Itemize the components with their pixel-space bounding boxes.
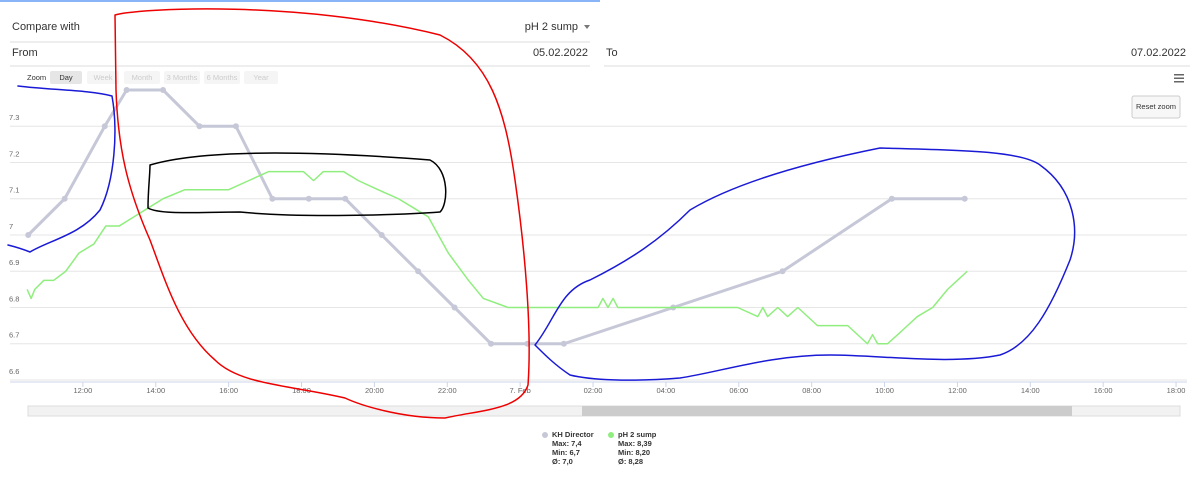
x-tick-label: 16:00 xyxy=(1094,386,1113,395)
x-tick-label: 12:00 xyxy=(948,386,967,395)
x-tick-label: 14:00 xyxy=(1021,386,1040,395)
point xyxy=(269,195,276,202)
zoom-button-label[interactable]: 3 Months xyxy=(167,73,198,82)
point xyxy=(196,123,203,130)
point xyxy=(888,195,895,202)
reset-zoom-label[interactable]: Reset zoom xyxy=(1136,102,1176,111)
compare-label: Compare with xyxy=(12,21,80,33)
top-bar xyxy=(0,0,600,2)
series-line xyxy=(26,170,968,345)
series-line xyxy=(27,88,965,346)
zoom-button[interactable] xyxy=(87,71,119,84)
x-tick-label: 06:00 xyxy=(729,386,748,395)
zoom-button-label[interactable]: Week xyxy=(93,73,112,82)
legend-stat: Ø: 7,0 xyxy=(552,457,573,466)
legend-stat: Max: 7,4 xyxy=(552,439,582,448)
zoom-button[interactable] xyxy=(124,71,160,84)
x-tick-label: 04:00 xyxy=(657,386,676,395)
x-tick-label: 08:00 xyxy=(802,386,821,395)
zoom-button[interactable] xyxy=(50,71,82,84)
zoom-buttons: Day Week Month 3 Months 6 Months Year xyxy=(50,71,278,84)
point xyxy=(560,340,567,347)
annotations xyxy=(7,8,1076,419)
from-date[interactable]: 05.02.2022 xyxy=(533,47,588,59)
red-annotation xyxy=(114,8,530,419)
legend-stat: Min: 6,7 xyxy=(552,448,580,457)
x-tick-label: 14:00 xyxy=(146,386,165,395)
point xyxy=(342,195,349,202)
y-tick-label: 7 xyxy=(9,222,13,231)
legend-symbol[interactable] xyxy=(608,432,614,438)
x-tick-label: 18:00 xyxy=(1167,386,1186,395)
x-tick-label: 12:00 xyxy=(73,386,92,395)
zoom-button-label[interactable]: Day xyxy=(59,73,73,82)
y-tick-label: 6.7 xyxy=(9,331,19,340)
point xyxy=(101,123,108,130)
dropdown-arrow[interactable] xyxy=(584,25,590,29)
point xyxy=(25,232,32,238)
legend-label[interactable]: KH Director xyxy=(552,430,594,439)
legend-symbol[interactable] xyxy=(542,432,548,438)
zoom-button[interactable] xyxy=(244,71,278,84)
point xyxy=(961,195,968,202)
zoom-button-label[interactable]: Month xyxy=(132,73,153,82)
point xyxy=(488,340,495,347)
zoom-label: Zoom xyxy=(27,73,46,82)
blue-annotation xyxy=(534,147,1076,381)
zoom-button-label[interactable]: 6 Months xyxy=(207,73,238,82)
legend-stat: Ø: 8,28 xyxy=(618,457,643,466)
legend-stat: Max: 8,39 xyxy=(618,439,652,448)
x-tick-label: 10:00 xyxy=(875,386,894,395)
point xyxy=(779,268,786,275)
menu-line[interactable] xyxy=(1174,81,1184,83)
y-tick-label: 6.9 xyxy=(9,258,19,267)
plot: 6.6 6.7 6.8 6.9 7 7.1 7.2 7.3 12:00 14:00 16:00 18:… xyxy=(9,87,1187,395)
y-tick-label: 7.1 xyxy=(9,186,19,195)
menu-line[interactable] xyxy=(1174,77,1184,80)
point xyxy=(61,195,68,202)
point xyxy=(378,232,385,238)
point xyxy=(415,268,422,275)
menu-icon[interactable] xyxy=(1174,74,1184,83)
x-tick-label: 22:00 xyxy=(438,386,457,395)
menu-line[interactable] xyxy=(1174,74,1184,76)
x-tick-label: 16:00 xyxy=(219,386,238,395)
zoom-button[interactable] xyxy=(204,71,240,84)
point xyxy=(123,87,130,93)
legend-stat: Min: 8,20 xyxy=(618,448,650,457)
to-label: To xyxy=(606,47,618,59)
zoom-button[interactable] xyxy=(164,71,200,84)
y-tick-label: 7.2 xyxy=(9,149,19,158)
reset-zoom-button[interactable] xyxy=(1131,95,1181,119)
x-tick-label: 02:00 xyxy=(584,386,603,395)
point xyxy=(160,87,167,93)
from-label: From xyxy=(12,47,38,59)
y-tick-label: 6.6 xyxy=(9,367,19,376)
to-date[interactable]: 07.02.2022 xyxy=(1131,47,1186,59)
compare-select[interactable]: pH 2 sump xyxy=(525,21,578,33)
x-tick-label: 18:00 xyxy=(292,386,311,395)
blue-annotation xyxy=(7,85,116,253)
y-tick-label: 7.3 xyxy=(9,113,19,122)
scrollbar-thumb[interactable] xyxy=(582,406,1072,416)
zoom-button-label[interactable]: Year xyxy=(253,73,269,82)
x-tick-label: 7. Feb xyxy=(510,386,531,395)
point xyxy=(451,304,458,311)
x-tick-label: 20:00 xyxy=(365,386,384,395)
y-tick-label: 6.8 xyxy=(9,294,19,303)
black-annotation xyxy=(147,152,447,217)
point xyxy=(232,123,239,130)
point xyxy=(305,195,312,202)
legend-label[interactable]: pH 2 sump xyxy=(618,430,657,439)
